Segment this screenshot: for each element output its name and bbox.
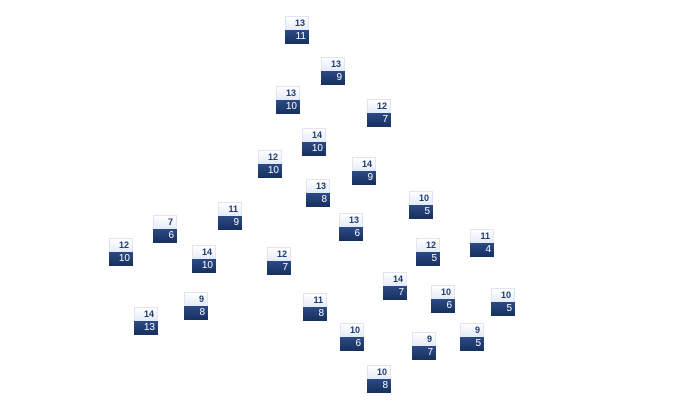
node[interactable]: 11 4 — [470, 229, 494, 257]
node-bottom-value: 10 — [258, 164, 282, 178]
node-bottom-value: 5 — [491, 302, 515, 316]
node-bottom-value: 7 — [383, 286, 407, 300]
node[interactable]: 12 7 — [367, 99, 391, 127]
node-top-value: 14 — [352, 157, 376, 171]
node[interactable]: 12 10 — [258, 150, 282, 178]
node-bottom-value: 5 — [460, 337, 484, 351]
node[interactable]: 14 7 — [383, 272, 407, 300]
node-top-value: 10 — [340, 323, 364, 337]
node[interactable]: 14 13 — [134, 307, 158, 335]
node-bottom-value: 7 — [412, 346, 436, 360]
node-bottom-value: 9 — [352, 171, 376, 185]
node-bottom-value: 7 — [367, 113, 391, 127]
node[interactable]: 10 5 — [491, 288, 515, 316]
node-top-value: 13 — [321, 57, 345, 71]
node[interactable]: 12 5 — [416, 238, 440, 266]
node[interactable]: 12 7 — [267, 247, 291, 275]
node[interactable]: 11 9 — [218, 202, 242, 230]
node-bottom-value: 10 — [276, 100, 300, 114]
node[interactable]: 10 8 — [367, 365, 391, 393]
node-top-value: 12 — [258, 150, 282, 164]
node-bottom-value: 6 — [431, 299, 455, 313]
node[interactable]: 13 8 — [306, 179, 330, 207]
node[interactable]: 14 10 — [302, 128, 326, 156]
node-bottom-value: 7 — [267, 261, 291, 275]
node-top-value: 11 — [303, 293, 327, 307]
node-bottom-value: 9 — [218, 216, 242, 230]
node-top-value: 9 — [412, 332, 436, 346]
node[interactable]: 11 8 — [303, 293, 327, 321]
node[interactable]: 13 11 — [285, 16, 309, 44]
node-top-value: 9 — [184, 292, 208, 306]
node[interactable]: 10 5 — [409, 191, 433, 219]
node-bottom-value: 6 — [340, 337, 364, 351]
node-top-value: 7 — [153, 215, 177, 229]
node-bottom-value: 6 — [339, 227, 363, 241]
node-top-value: 10 — [409, 191, 433, 205]
node-bottom-value: 13 — [134, 321, 158, 335]
node[interactable]: 14 10 — [192, 245, 216, 273]
node-bottom-value: 11 — [285, 30, 309, 44]
node-top-value: 13 — [276, 86, 300, 100]
node-top-value: 13 — [285, 16, 309, 30]
node-top-value: 14 — [134, 307, 158, 321]
node-top-value: 12 — [367, 99, 391, 113]
node-top-value: 12 — [416, 238, 440, 252]
node-bottom-value: 8 — [306, 193, 330, 207]
node-bottom-value: 8 — [303, 307, 327, 321]
node-top-value: 10 — [367, 365, 391, 379]
node-top-value: 10 — [431, 285, 455, 299]
node[interactable]: 10 6 — [431, 285, 455, 313]
node[interactable]: 10 6 — [340, 323, 364, 351]
node-top-value: 9 — [460, 323, 484, 337]
node[interactable]: 13 10 — [276, 86, 300, 114]
node-top-value: 12 — [109, 238, 133, 252]
node-bottom-value: 4 — [470, 243, 494, 257]
node-top-value: 13 — [339, 213, 363, 227]
node-top-value: 14 — [192, 245, 216, 259]
node-bottom-value: 6 — [153, 229, 177, 243]
node-bottom-value: 9 — [321, 71, 345, 85]
node-bottom-value: 8 — [367, 379, 391, 393]
node-bottom-value: 5 — [409, 205, 433, 219]
node-top-value: 14 — [383, 272, 407, 286]
node-top-value: 13 — [306, 179, 330, 193]
node-top-value: 10 — [491, 288, 515, 302]
node-bottom-value: 10 — [302, 142, 326, 156]
node-bottom-value: 5 — [416, 252, 440, 266]
node[interactable]: 13 9 — [321, 57, 345, 85]
node[interactable]: 14 9 — [352, 157, 376, 185]
node-top-value: 14 — [302, 128, 326, 142]
node[interactable]: 13 6 — [339, 213, 363, 241]
node-top-value: 12 — [267, 247, 291, 261]
node-top-value: 11 — [218, 202, 242, 216]
node[interactable]: 12 10 — [109, 238, 133, 266]
node-bottom-value: 10 — [109, 252, 133, 266]
node-bottom-value: 8 — [184, 306, 208, 320]
node-bottom-value: 10 — [192, 259, 216, 273]
node-top-value: 11 — [470, 229, 494, 243]
